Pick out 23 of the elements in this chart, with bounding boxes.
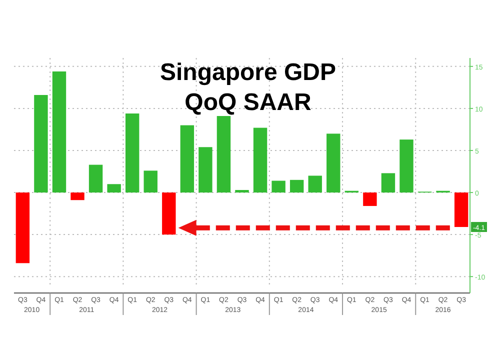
text: Singapore GDP QoQ SAAR [160, 59, 336, 116]
bar [290, 180, 304, 193]
bar [107, 184, 121, 193]
bar [235, 190, 249, 193]
bar [16, 192, 30, 264]
bar [180, 125, 194, 193]
bar [400, 140, 414, 193]
bar [198, 147, 212, 193]
bar [363, 192, 377, 206]
bar [52, 71, 66, 193]
bar [162, 192, 176, 235]
bar [326, 134, 340, 193]
bar [216, 116, 231, 193]
bar [308, 176, 322, 193]
bar [454, 192, 468, 227]
bar [70, 192, 84, 200]
bar [34, 94, 48, 193]
bar [144, 170, 158, 193]
bar [272, 180, 286, 193]
bar [125, 113, 140, 193]
bar [253, 128, 268, 193]
bar [381, 173, 396, 193]
bar [88, 164, 103, 193]
